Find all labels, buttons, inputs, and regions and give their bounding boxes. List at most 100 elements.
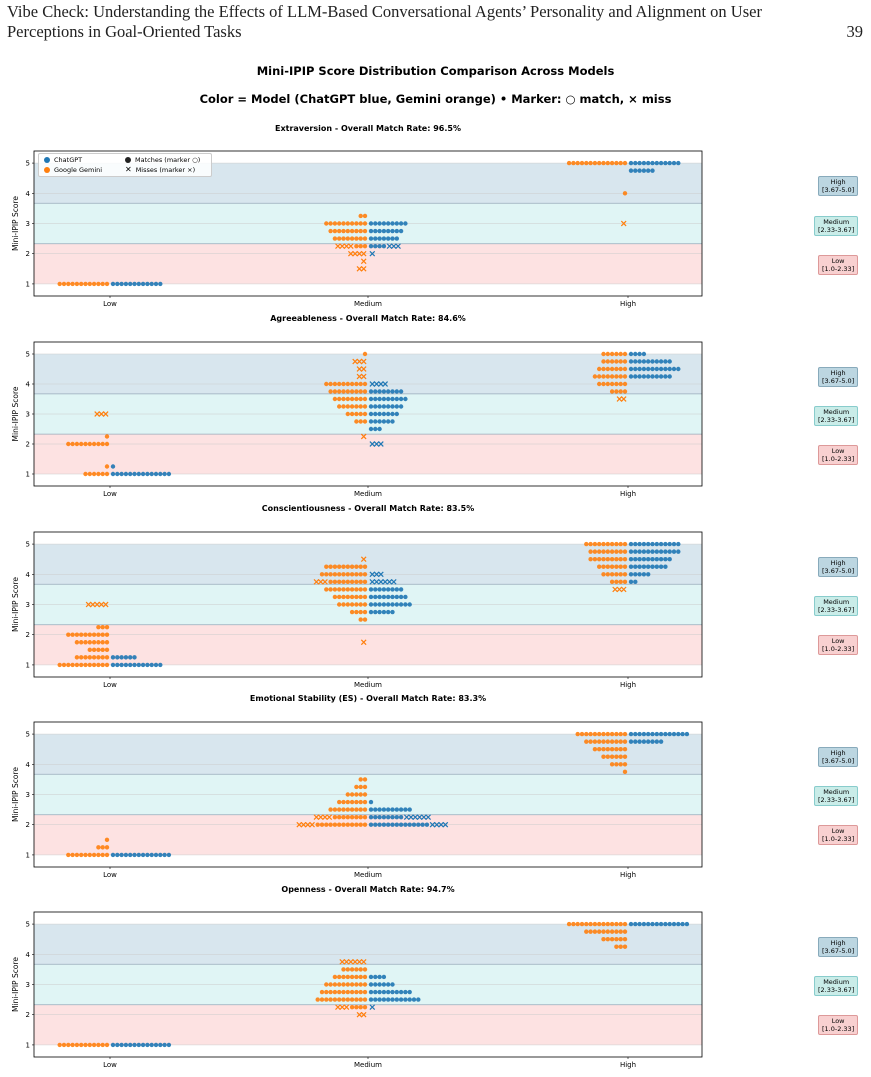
chatgpt-match-point: [676, 921, 681, 927]
gemini-match-point: [358, 411, 363, 417]
gemini-match-point: [100, 632, 105, 637]
chatgpt-match-point: [646, 549, 651, 554]
chatgpt-match-point: [394, 411, 399, 417]
y-tick-label: 4: [26, 381, 31, 389]
gemini-match-point: [609, 936, 615, 942]
gemini-miss-mark: [85, 601, 92, 608]
chatgpt-match-point: [373, 396, 378, 402]
chatgpt-match-point: [658, 366, 664, 372]
gemini-match-point: [57, 281, 62, 287]
gemini-match-point: [341, 381, 346, 387]
gemini-match-point: [609, 351, 615, 357]
gemini-match-point: [104, 434, 110, 439]
gemini-miss-mark: [356, 373, 363, 380]
gemini-match-point: [341, 594, 346, 600]
gemini-match-point: [614, 572, 619, 577]
chatgpt-match-point: [403, 997, 408, 1002]
gemini-match-point: [337, 982, 342, 987]
chatgpt-match-point: [394, 989, 399, 995]
x-tick-label: Medium: [354, 871, 382, 879]
band-label-name: High: [830, 559, 846, 567]
band-low: [34, 243, 702, 284]
chatgpt-match-point: [650, 739, 655, 744]
chatgpt-match-point: [663, 564, 668, 569]
gemini-match-point: [354, 997, 359, 1002]
gemini-match-point: [614, 944, 619, 949]
chatgpt-match-point: [663, 374, 668, 379]
band-high: [34, 734, 702, 775]
gemini-match-point: [100, 655, 105, 660]
gemini-match-point: [614, 359, 619, 364]
chatgpt-match-point: [420, 822, 425, 827]
chatgpt-match-point: [663, 921, 668, 927]
chatgpt-match-point: [149, 281, 154, 287]
gemini-match-point: [609, 731, 615, 737]
gemini-miss-mark: [313, 814, 320, 820]
gemini-match-point: [349, 792, 355, 797]
gemini-match-point: [358, 1004, 363, 1010]
chatgpt-match-point: [377, 236, 382, 241]
gemini-match-point: [601, 556, 606, 562]
figure-subtitle: Color = Model (ChatGPT blue, Gemini oran…: [199, 92, 672, 106]
gemini-match-point: [332, 974, 338, 980]
gemini-match-point: [341, 404, 346, 409]
chatgpt-match-point: [390, 594, 395, 600]
chatgpt-match-point: [654, 564, 659, 569]
gemini-match-point: [618, 389, 623, 394]
chatgpt-match-point: [377, 609, 382, 615]
running-header: Vibe Check: Understanding the Effects of…: [7, 2, 857, 42]
chatgpt-match-point: [381, 404, 387, 409]
gemini-match-point: [605, 936, 610, 942]
gemini-match-point: [579, 160, 585, 166]
gemini-match-point: [79, 281, 84, 287]
chatgpt-miss-mark: [373, 381, 380, 387]
gemini-match-point: [354, 411, 359, 417]
chatgpt-match-point: [633, 549, 638, 554]
gemini-match-point: [345, 411, 350, 417]
band-label-low: Low [1.0-2.33]: [818, 445, 859, 465]
gemini-match-point: [332, 236, 338, 241]
gemini-match-point: [100, 441, 105, 447]
gemini-match-point: [341, 579, 346, 585]
chatgpt-match-point: [663, 359, 668, 364]
chatgpt-match-point: [145, 1042, 150, 1048]
gemini-match-point: [337, 594, 342, 600]
gemini-match-point: [362, 602, 368, 607]
band-label-name: Low: [831, 257, 845, 265]
y-tick-label: 1: [26, 661, 30, 669]
chatgpt-match-point: [145, 471, 150, 477]
x-tick-label: Low: [103, 300, 117, 308]
chatgpt-match-point: [650, 541, 655, 547]
gemini-match-point: [358, 997, 363, 1002]
chatgpt-match-point: [407, 822, 412, 827]
gemini-match-point: [349, 609, 355, 615]
gemini-match-point: [337, 602, 342, 607]
gemini-match-point: [597, 739, 602, 744]
band-label-high: High [3.67-5.0]: [818, 557, 859, 577]
band-label-medium: Medium [2.33-3.67]: [814, 596, 859, 616]
band-label-medium: Medium [2.33-3.67]: [814, 216, 859, 236]
band-low: [34, 1004, 702, 1045]
gemini-match-point: [324, 822, 329, 827]
gemini-miss-mark: [89, 601, 96, 608]
chatgpt-match-point: [658, 541, 664, 547]
gemini-match-point: [362, 617, 368, 622]
gemini-match-point: [358, 381, 363, 387]
chatgpt-match-point: [641, 366, 647, 372]
gemini-match-point: [315, 822, 320, 827]
chatgpt-match-point: [403, 822, 408, 827]
chatgpt-match-point: [394, 807, 399, 812]
chatgpt-match-point: [641, 351, 647, 357]
chatgpt-match-point: [394, 396, 399, 402]
gemini-match-point: [345, 389, 350, 394]
gemini-match-point: [91, 852, 97, 858]
gemini-match-point: [354, 989, 359, 995]
gemini-match-point: [605, 160, 610, 166]
gemini-match-point: [96, 441, 101, 447]
gemini-match-point: [622, 731, 628, 737]
chatgpt-match-point: [633, 160, 638, 166]
gemini-match-point: [104, 845, 110, 850]
y-tick-label: 2: [26, 821, 30, 829]
gemini-match-point: [341, 967, 346, 972]
gemini-match-point: [96, 624, 101, 630]
